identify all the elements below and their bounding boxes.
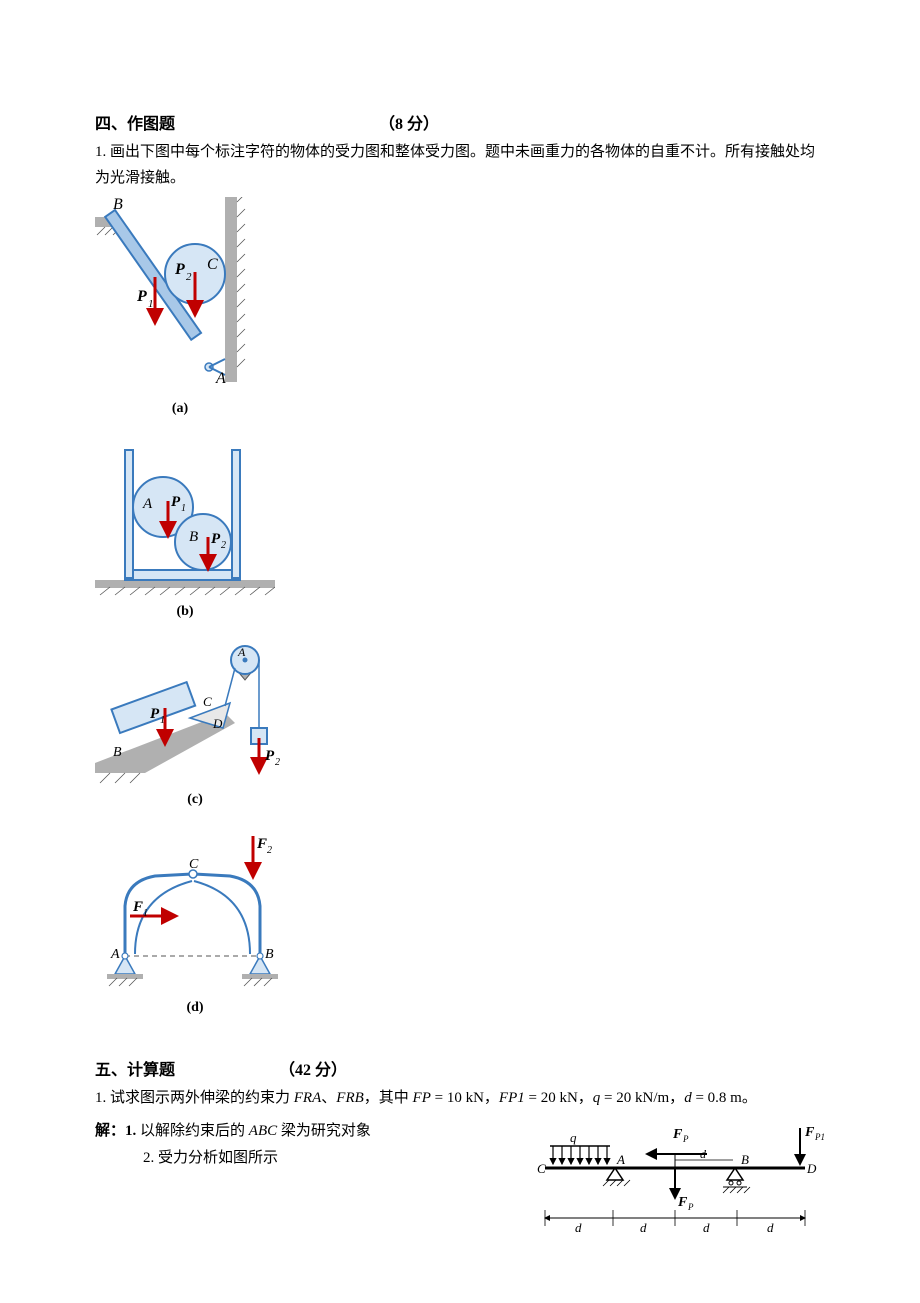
svg-text:P1: P1 [814,1132,825,1142]
beam-svg: q F P F [525,1118,825,1238]
section5-title: 五、计算题 （42 分） [95,1056,825,1080]
svg-text:d: d [703,1220,710,1235]
sol1-text: 以解除约束后的 ABC 梁为研究对象 [140,1123,371,1139]
sol1-num: 1. [125,1123,140,1139]
figure-a-svg: B C A P 1 P 2 [95,197,265,397]
svg-text:P: P [682,1134,689,1144]
d-label: d [684,1090,692,1106]
svg-text:A: A [616,1152,625,1167]
svg-text:B: B [265,947,274,962]
svg-text:D: D [212,716,223,731]
figure-b-svg: A P 1 B P 2 [95,435,275,600]
fra-label: FRA [294,1090,322,1106]
svg-text:D: D [806,1161,817,1176]
svg-text:d: d [575,1220,582,1235]
svg-text:P: P [211,531,221,547]
section5-points: （42 分） [279,1056,347,1080]
svg-text:F: F [132,899,143,915]
beam-figure: q F P F [525,1118,825,1243]
section4-points: （8 分） [379,110,439,134]
svg-text:C: C [203,694,212,709]
svg-text:2: 2 [275,757,280,768]
svg-text:A: A [237,645,246,659]
sol-prefix: 解： [95,1123,125,1139]
figure-c-svg: A B C D P 1 P 2 [95,638,295,788]
svg-text:C: C [189,857,199,872]
svg-text:P: P [174,261,185,278]
svg-text:C: C [207,256,218,273]
d-val: = 0.8 m。 [692,1090,757,1106]
solution-line-1: 解：1. 以解除约束后的 ABC 梁为研究对象 [95,1118,505,1145]
svg-text:d: d [767,1220,774,1235]
svg-text:q: q [570,1130,577,1145]
svg-text:F: F [804,1125,815,1140]
svg-text:A: A [110,947,120,962]
svg-text:P: P [136,288,147,305]
svg-text:C: C [537,1161,546,1176]
svg-text:B: B [113,197,123,213]
svg-text:A: A [215,370,226,387]
fp1-label: FP1 [499,1090,525,1106]
svg-text:P: P [171,494,181,510]
section4-heading: 四、作图题 [95,110,175,134]
sep1: 、 [321,1090,336,1106]
svg-text:P: P [687,1202,694,1212]
svg-text:P: P [150,706,160,722]
solution-line-2: 2. 受力分析如图所示 [143,1145,505,1172]
svg-text:1: 1 [148,298,154,310]
svg-text:A: A [142,496,153,512]
section4-title: 四、作图题 （8 分） [95,110,825,134]
fp-val: = 10 kN， [431,1090,499,1106]
svg-text:F: F [672,1127,683,1142]
svg-text:2: 2 [267,845,272,856]
fp-label: FP [413,1090,431,1106]
sol2-num: 2. [143,1150,158,1166]
section5-heading: 五、计算题 [95,1056,175,1080]
section5-problem: 1. 试求图示两外伸梁的约束力 FRA、FRB，其中 FP = 10 kN，FP… [95,1086,825,1112]
figure-c: A B C D P 1 P 2 (c) [95,638,295,808]
figure-d-svg: A B C F 1 F 2 [95,826,295,996]
section5-problem-prefix: 1. 试求图示两外伸梁的约束力 [95,1090,294,1106]
fp1-val: = 20 kN， [525,1090,593,1106]
figure-a-label: (a) [95,401,265,417]
sol2-text: 受力分析如图所示 [158,1150,278,1166]
figure-b: A P 1 B P 2 (b) [95,435,275,620]
figure-d: A B C F 1 F 2 (d) [95,826,295,1016]
svg-text:d: d [700,1147,707,1161]
mid: ，其中 [364,1090,413,1106]
figure-a: B C A P 1 P 2 (a) [95,197,265,417]
svg-text:2: 2 [221,540,226,551]
frb-label: FRB [336,1090,364,1106]
figure-b-label: (b) [95,604,275,620]
svg-text:1: 1 [181,503,186,514]
svg-text:1: 1 [143,908,148,919]
q-val: = 20 kN/m， [600,1090,684,1106]
svg-text:P: P [265,748,275,764]
svg-text:d: d [640,1220,647,1235]
svg-text:1: 1 [160,715,165,726]
svg-text:B: B [113,745,122,760]
svg-text:F: F [677,1195,688,1210]
svg-text:B: B [741,1152,749,1167]
figure-d-label: (d) [95,1000,295,1016]
section4-problem: 1. 画出下图中每个标注字符的物体的受力图和整体受力图。题中未画重力的各物体的自… [95,140,825,191]
figure-c-label: (c) [95,792,295,808]
svg-text:B: B [189,529,198,545]
svg-text:2: 2 [186,271,192,283]
svg-text:F: F [256,836,267,852]
